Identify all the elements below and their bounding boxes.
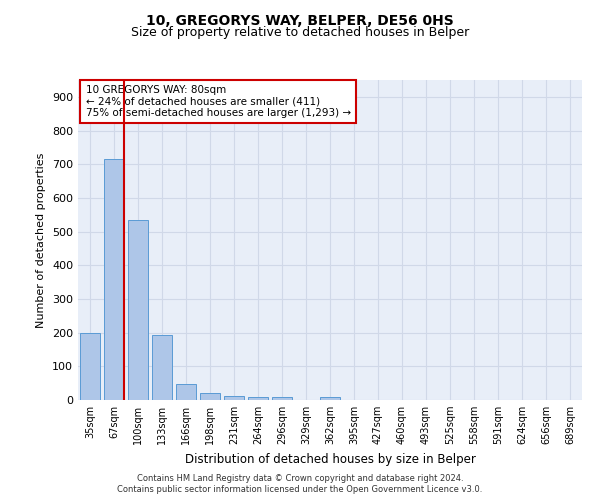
Bar xyxy=(320,396,340,400)
Text: 10, GREGORYS WAY, BELPER, DE56 0HS: 10, GREGORYS WAY, BELPER, DE56 0HS xyxy=(146,14,454,28)
Bar xyxy=(80,332,100,400)
Bar xyxy=(152,336,172,400)
Text: 10 GREGORYS WAY: 80sqm
← 24% of detached houses are smaller (411)
75% of semi-de: 10 GREGORYS WAY: 80sqm ← 24% of detached… xyxy=(86,85,350,118)
Bar xyxy=(248,396,268,400)
Text: Contains HM Land Registry data © Crown copyright and database right 2024.
Contai: Contains HM Land Registry data © Crown c… xyxy=(118,474,482,494)
X-axis label: Distribution of detached houses by size in Belper: Distribution of detached houses by size … xyxy=(185,452,475,466)
Text: Size of property relative to detached houses in Belper: Size of property relative to detached ho… xyxy=(131,26,469,39)
Bar xyxy=(176,384,196,400)
Y-axis label: Number of detached properties: Number of detached properties xyxy=(37,152,46,328)
Bar xyxy=(128,220,148,400)
Bar xyxy=(200,394,220,400)
Bar xyxy=(224,396,244,400)
Bar xyxy=(104,159,124,400)
Bar xyxy=(272,398,292,400)
